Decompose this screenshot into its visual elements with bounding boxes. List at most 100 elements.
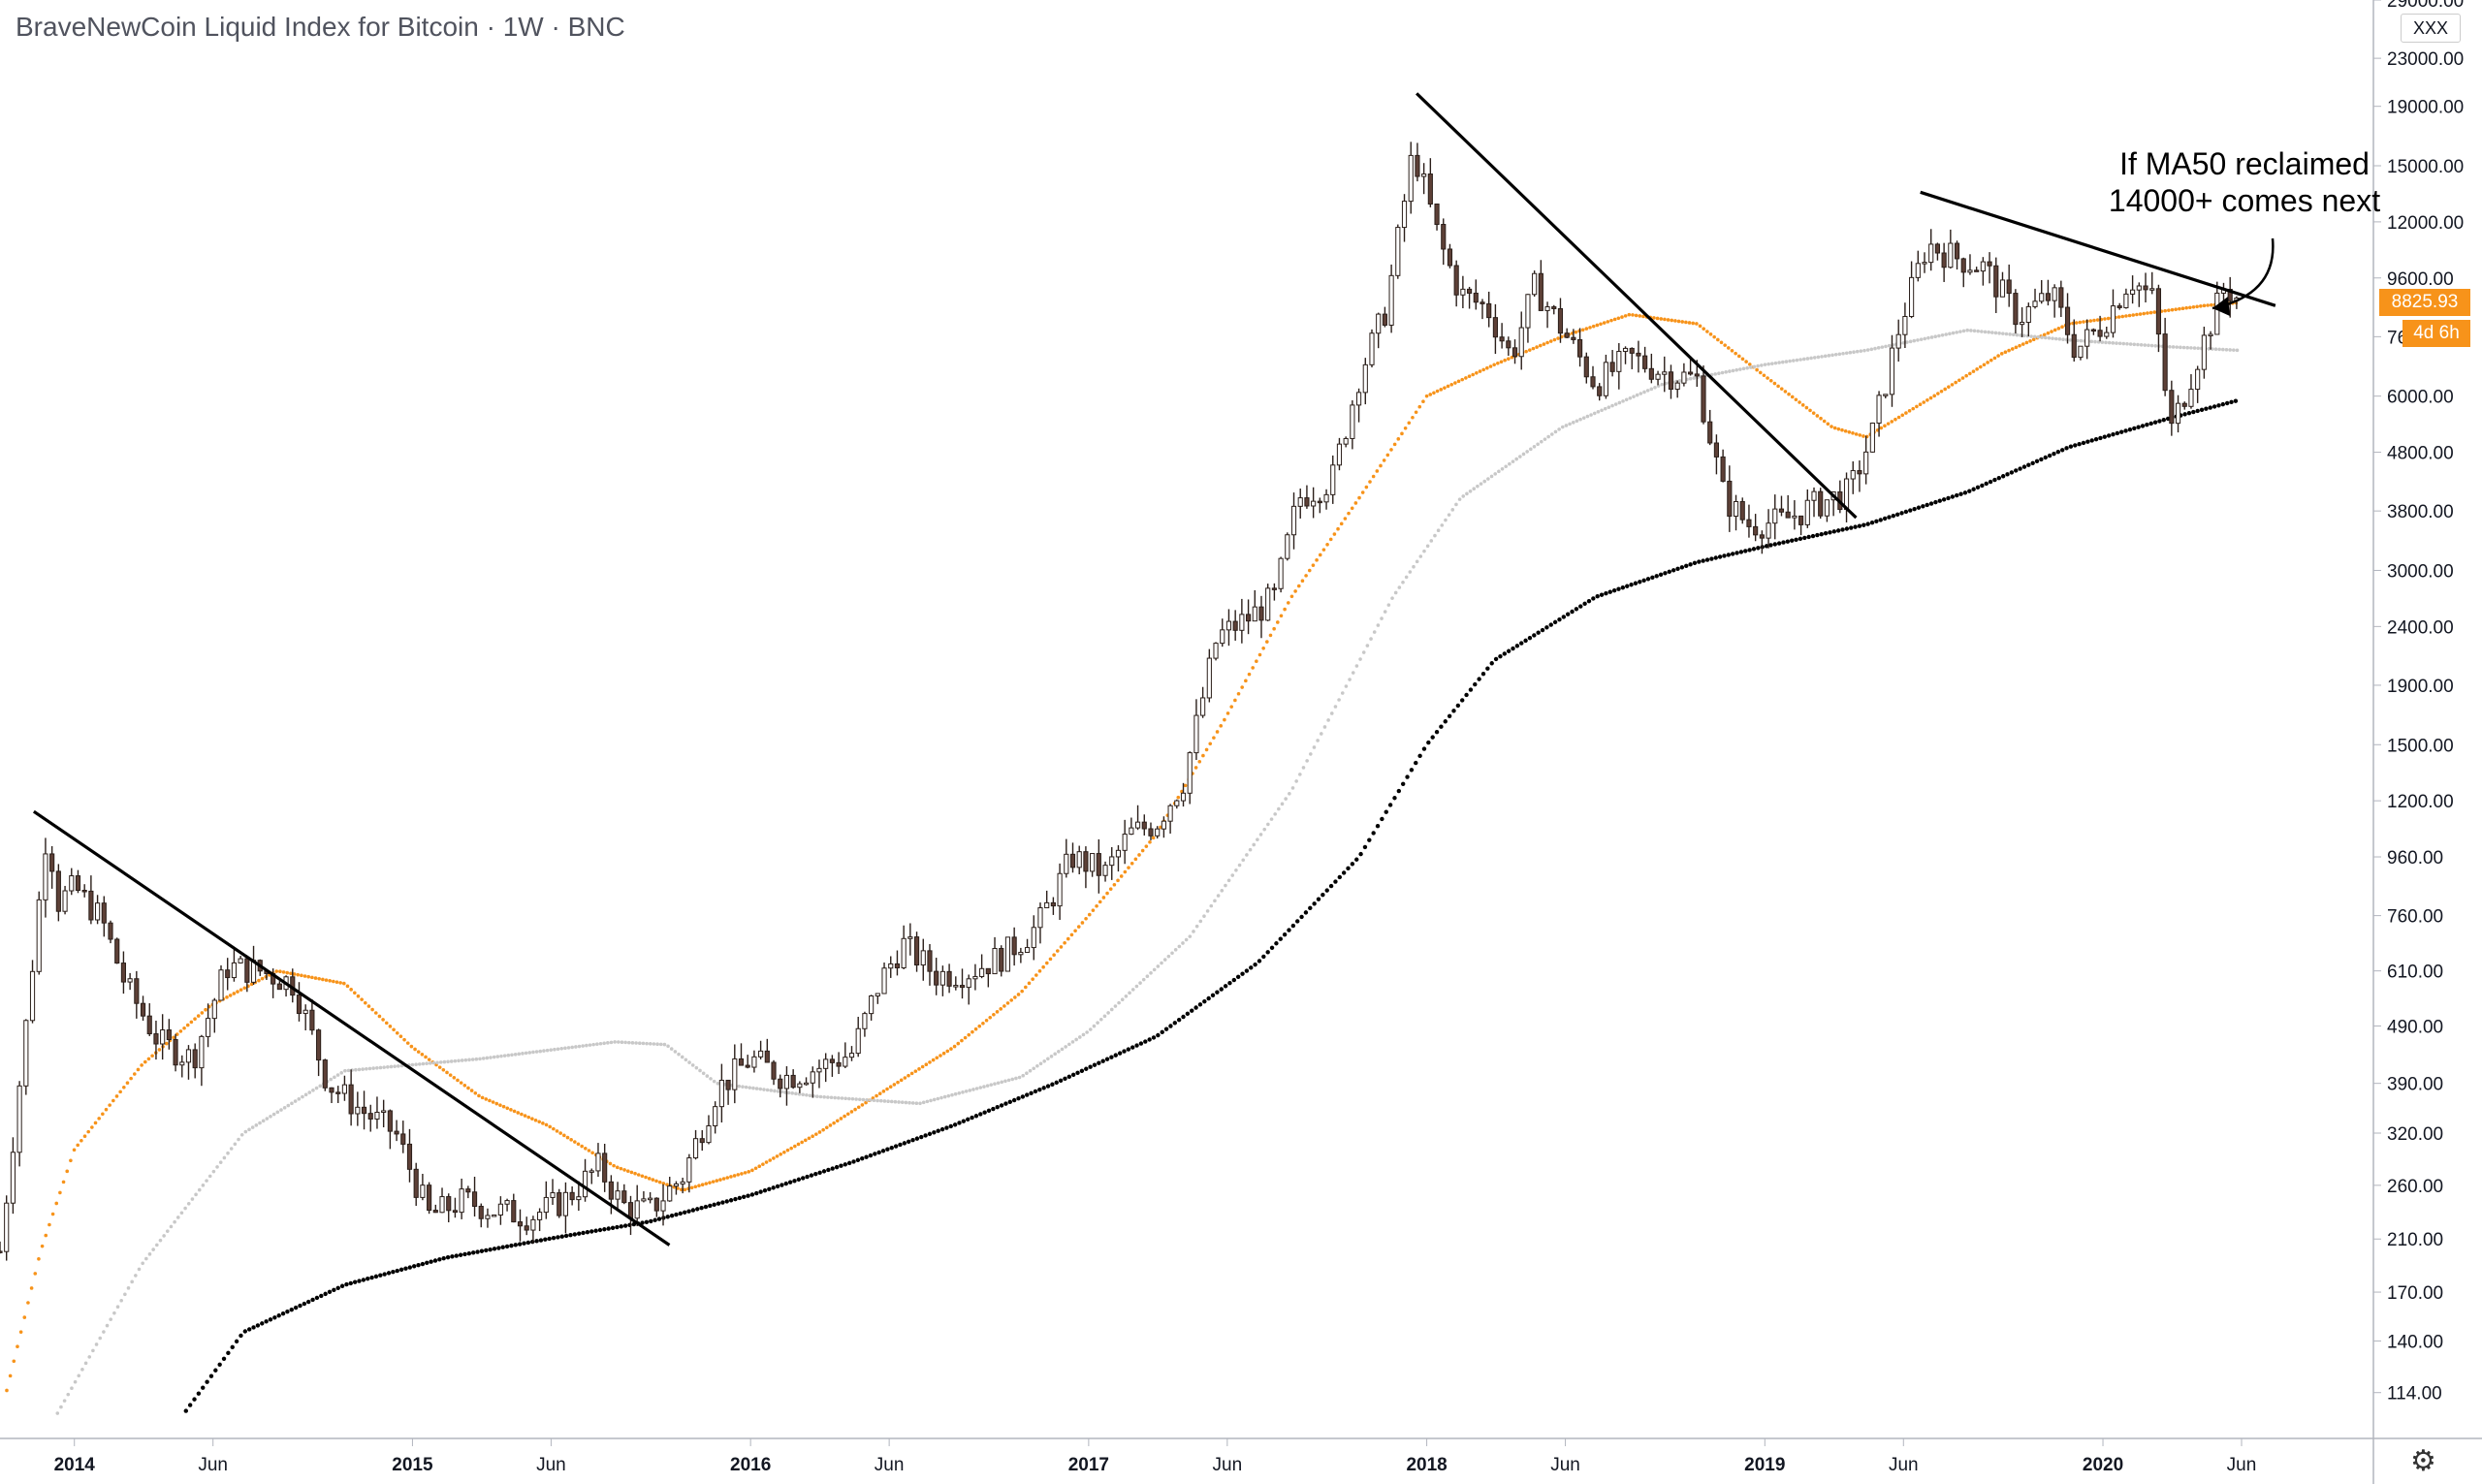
ma-dot-ma100 bbox=[1865, 348, 1870, 352]
candle-body bbox=[621, 1190, 627, 1204]
ma-dot-ma100 bbox=[1422, 549, 1426, 553]
ticker-badge[interactable]: XXX bbox=[2401, 14, 2461, 43]
ma-dot-ma50 bbox=[1705, 330, 1709, 333]
ma-dot-ma50 bbox=[856, 1105, 861, 1110]
ma-dot-ma200 bbox=[1730, 552, 1735, 556]
ma-dot-ma50 bbox=[537, 1120, 542, 1124]
ma-dot-ma50 bbox=[1548, 339, 1553, 343]
ma-dot-ma100 bbox=[1912, 338, 1917, 343]
ma-dot-ma200 bbox=[1430, 735, 1435, 740]
ma-dot-ma100 bbox=[59, 1405, 63, 1409]
ma-dot-ma100 bbox=[239, 1132, 244, 1137]
ma-dot-ma200 bbox=[1595, 593, 1600, 599]
ma-dot-ma100 bbox=[1688, 376, 1693, 381]
candle-body bbox=[439, 1196, 445, 1214]
candle-body bbox=[471, 1191, 478, 1208]
ma-dot-ma100 bbox=[786, 1090, 791, 1095]
y-tick-label: 170.00 bbox=[2387, 1283, 2443, 1304]
ma-dot-ma50 bbox=[37, 1256, 41, 1261]
ma-dot-ma200 bbox=[1037, 1087, 1042, 1092]
ma-dot-ma50 bbox=[1240, 685, 1244, 689]
candle-body bbox=[1616, 351, 1622, 372]
ma-dot-ma100 bbox=[626, 1040, 631, 1045]
ma-dot-ma200 bbox=[492, 1247, 497, 1251]
ma-dot-ma100 bbox=[2040, 335, 2044, 339]
ma-dot-ma200 bbox=[1362, 844, 1368, 850]
ma-dot-ma200 bbox=[1075, 1070, 1080, 1075]
ma-dot-ma50 bbox=[44, 1233, 48, 1238]
ma-dot-ma100 bbox=[1053, 1052, 1057, 1057]
ma-dot-ma50 bbox=[1716, 337, 1720, 342]
ma-dot-ma200 bbox=[1066, 1074, 1072, 1080]
ma-dot-ma200 bbox=[1033, 1089, 1038, 1094]
candle-body bbox=[2116, 305, 2122, 308]
ma-dot-ma100 bbox=[382, 1065, 386, 1069]
candle-body bbox=[1122, 834, 1128, 851]
ma-dot-ma200 bbox=[1151, 1035, 1157, 1040]
ma-dot-ma50 bbox=[33, 1272, 38, 1276]
ma-dot-ma200 bbox=[1988, 479, 1993, 485]
ma-dot-ma200 bbox=[1815, 532, 1820, 538]
x-tick-label: 2020 bbox=[2083, 1455, 2123, 1475]
gear-icon[interactable]: ⚙ bbox=[2410, 1445, 2436, 1477]
ma-dot-ma200 bbox=[783, 1181, 788, 1186]
ma-dot-ma200 bbox=[504, 1244, 510, 1249]
candle-body bbox=[985, 967, 991, 975]
ma-dot-ma200 bbox=[1586, 598, 1592, 604]
ma-dot-ma100 bbox=[175, 1216, 180, 1219]
candle-body bbox=[2175, 402, 2181, 425]
ma-dot-ma200 bbox=[906, 1139, 911, 1145]
ma-dot-ma100 bbox=[2051, 336, 2054, 340]
ma-dot-ma200 bbox=[302, 1301, 307, 1307]
ma-dot-ma100 bbox=[1202, 914, 1206, 918]
candle-body bbox=[1889, 347, 1895, 395]
ma-dot-ma200 bbox=[1414, 760, 1418, 766]
ma-dot-ma100 bbox=[1096, 1021, 1099, 1025]
ma-dot-ma100 bbox=[513, 1052, 518, 1057]
ma-dot-ma50 bbox=[633, 1171, 637, 1176]
ma-dot-ma50 bbox=[1840, 427, 1844, 432]
candle-body bbox=[2136, 285, 2142, 291]
ma-dot-ma50 bbox=[1527, 348, 1532, 352]
ma-dot-ma200 bbox=[939, 1126, 945, 1132]
ma-dot-ma100 bbox=[2171, 345, 2176, 349]
ma-dot-ma50 bbox=[413, 1047, 417, 1052]
ma-dot-ma200 bbox=[1206, 995, 1211, 1001]
candle-body bbox=[1069, 853, 1076, 868]
ma-dot-ma200 bbox=[201, 1385, 206, 1390]
ma-dot-ma200 bbox=[344, 1281, 349, 1287]
ma-dot-ma100 bbox=[2115, 341, 2118, 345]
ma-dot-ma50 bbox=[1832, 426, 1837, 430]
ma-dot-ma200 bbox=[640, 1220, 645, 1225]
ma-dot-ma50 bbox=[565, 1135, 570, 1140]
ma-dot-ma50 bbox=[150, 1054, 154, 1058]
ma-dot-ma100 bbox=[333, 1075, 336, 1080]
ma-dot-ma100 bbox=[2117, 341, 2122, 346]
ma-dot-ma50 bbox=[1481, 367, 1485, 372]
ma-dot-ma200 bbox=[1874, 519, 1879, 524]
ma-dot-ma50 bbox=[172, 1035, 175, 1040]
ma-dot-ma200 bbox=[2119, 429, 2124, 434]
ma-dot-ma100 bbox=[1983, 330, 1988, 334]
ma-dot-ma50 bbox=[1392, 442, 1397, 447]
ma-dot-ma50 bbox=[1883, 424, 1887, 428]
ma-dot-ma200 bbox=[1011, 1097, 1017, 1103]
ma-dot-ma100 bbox=[776, 1089, 780, 1093]
ma-dot-ma200 bbox=[398, 1267, 404, 1273]
ma-dot-ma200 bbox=[1054, 1080, 1059, 1086]
ma-dot-ma100 bbox=[1801, 357, 1806, 362]
ma-dot-ma50 bbox=[377, 1014, 382, 1019]
ma-dot-ma200 bbox=[1802, 535, 1807, 541]
y-tick-label: 23000.00 bbox=[2387, 49, 2464, 70]
ma-dot-ma50 bbox=[175, 1032, 179, 1036]
ma-dot-ma200 bbox=[543, 1237, 548, 1242]
ma-dot-ma100 bbox=[2100, 340, 2105, 344]
candle-body bbox=[1934, 243, 1941, 254]
ma-dot-ma50 bbox=[544, 1122, 549, 1127]
ma-dot-ma100 bbox=[169, 1224, 174, 1229]
ma-dot-ma200 bbox=[876, 1150, 881, 1155]
ma-dot-ma200 bbox=[1312, 901, 1317, 906]
ma-dot-ma100 bbox=[1720, 370, 1725, 375]
ma-dot-ma200 bbox=[450, 1254, 455, 1259]
